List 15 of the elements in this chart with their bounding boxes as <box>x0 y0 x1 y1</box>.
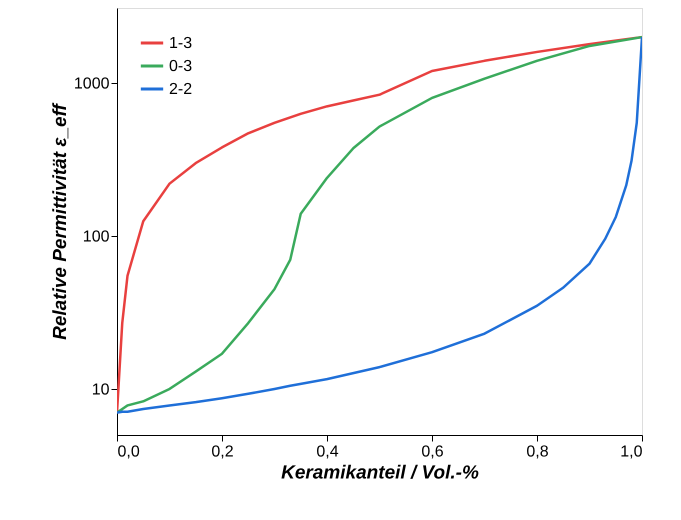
y-tick-label: 100 <box>82 228 110 246</box>
y-axis-title: Relative Permittivität ε_eff <box>50 102 71 340</box>
x-tick-label: 0,0 <box>118 444 140 460</box>
x-tick-label: 1,0 <box>620 444 643 460</box>
legend-label: 1-3 <box>169 35 192 52</box>
legend-label: 2-2 <box>169 81 192 98</box>
y-tick-label: 1000 <box>74 76 110 93</box>
x-tick-label: 0,2 <box>211 444 234 460</box>
y-tick-label: 10 <box>92 381 110 398</box>
x-tick-label: 0,8 <box>526 444 549 460</box>
line-series <box>117 36 642 414</box>
x-tick-label: 0,6 <box>421 444 444 460</box>
legend-label: 0-3 <box>169 58 192 75</box>
x-tick-label: 0,4 <box>316 444 339 460</box>
x-axis-title: Keramikanteil / Vol.-% <box>281 462 479 484</box>
